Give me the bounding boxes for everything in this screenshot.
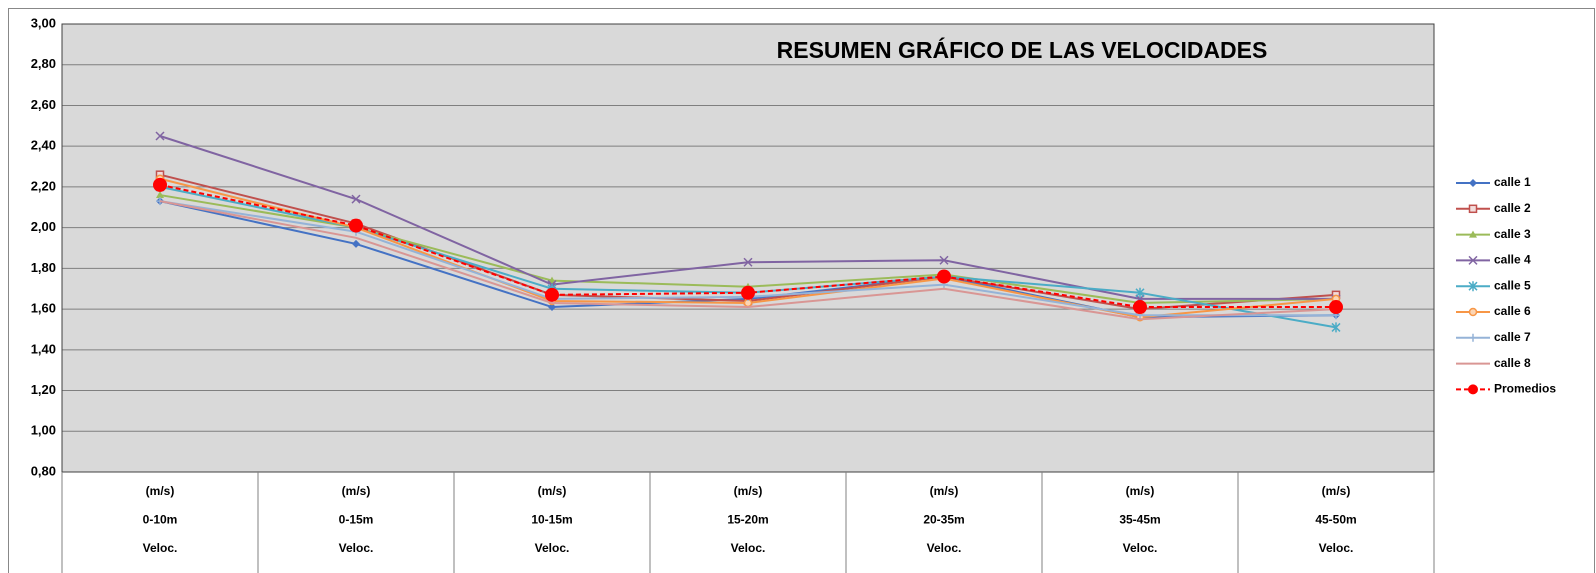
legend-label: calle 3 [1494,227,1531,241]
y-tick-label: 2,40 [31,138,56,153]
marker [743,257,753,267]
x-tick-label: 10-15m [531,513,572,527]
y-tick-label: 3,00 [31,15,56,30]
legend-label: calle 5 [1494,278,1531,292]
x-tick-label: Veloc. [731,541,766,555]
marker [352,239,360,248]
plot-border [61,23,1435,473]
legend-marker [1469,179,1477,187]
series-line [159,200,1337,321]
x-tick-label: Veloc. [1319,541,1354,555]
y-tick-label: 1,40 [31,341,56,356]
legend-marker [1468,204,1478,214]
y-tick-label: 1,80 [31,260,56,275]
y-tick-label: 2,00 [31,219,56,234]
marker [1329,300,1343,315]
marker [939,255,949,265]
legend-marker [1468,307,1478,317]
marker [1331,322,1341,333]
x-tick-label: 15-20m [727,513,768,527]
marker [741,285,755,300]
marker [156,191,164,199]
x-tick-label: Veloc. [535,541,570,555]
legend-marker [1469,333,1477,342]
marker [349,218,363,233]
legend-label: Promedios [1494,382,1556,396]
legend-marker [1468,281,1478,292]
x-tick-label: Veloc. [927,541,962,555]
marker [937,269,951,284]
legend-marker [1468,255,1478,265]
chart-title: RESUMEN GRÁFICO DE LAS VELOCIDADES [777,36,1268,63]
marker [1133,300,1147,315]
plot-area [62,24,1434,472]
legend-label: calle 4 [1494,253,1531,267]
marker [1135,287,1145,298]
x-tick-label: 0-15m [339,513,374,527]
x-tick-label: Veloc. [143,541,178,555]
x-tick-label: 35-45m [1119,513,1160,527]
x-tick-label: Veloc. [1123,541,1158,555]
x-tick-label: (m/s) [1126,484,1155,498]
x-tick-label: (m/s) [1322,484,1351,498]
marker [351,194,361,204]
x-tick-label: 45-50m [1315,513,1356,527]
x-tick-label: Veloc. [339,541,374,555]
y-tick-label: 2,20 [31,178,56,193]
y-tick-label: 2,80 [31,56,56,71]
x-tick-label: 20-35m [923,513,964,527]
legend-label: calle 8 [1494,356,1531,370]
legend-label: calle 7 [1494,330,1531,344]
marker [155,131,165,141]
y-tick-label: 2,60 [31,97,56,112]
x-tick-label: (m/s) [930,484,959,498]
legend-marker [1468,384,1478,395]
x-tick-label: 0-10m [143,513,178,527]
marker [153,177,167,192]
x-tick-label: (m/s) [734,484,763,498]
y-tick-label: 1,20 [31,382,56,397]
y-tick-label: 0,80 [31,463,56,478]
marker [545,287,559,302]
y-tick-label: 1,60 [31,301,56,316]
y-tick-label: 1,00 [31,423,56,438]
x-tick-label: (m/s) [538,484,567,498]
x-tick-label: (m/s) [342,484,371,498]
legend-label: calle 6 [1494,304,1531,318]
marker [548,303,556,312]
legend-label: calle 2 [1494,201,1531,215]
legend-marker [1469,230,1477,238]
legend-label: calle 1 [1494,175,1531,189]
x-tick-label: (m/s) [146,484,175,498]
